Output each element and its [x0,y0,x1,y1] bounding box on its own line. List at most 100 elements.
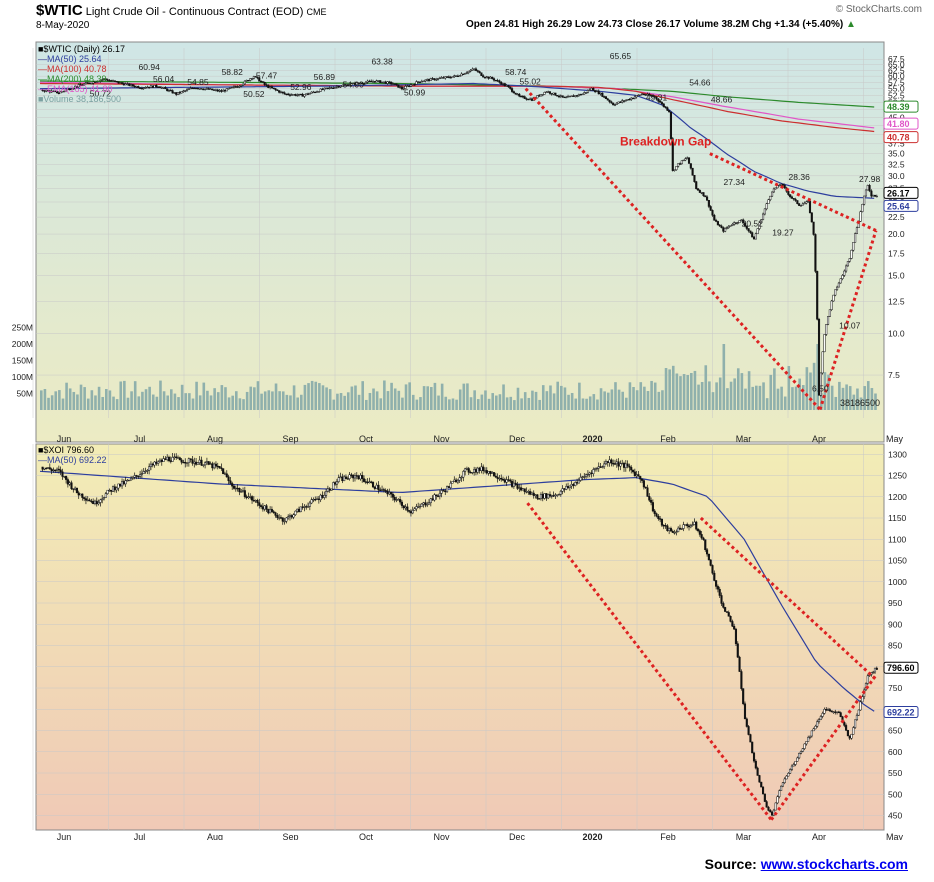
candle-body [711,565,714,574]
volume-bar [801,385,805,410]
candle-body [577,480,580,484]
volume-bar [664,367,668,410]
candle-body [288,515,292,517]
bottom-plot-area [35,443,885,831]
volume-bar [263,391,267,410]
ma200-line [39,80,875,108]
candle-body [686,157,689,159]
candle-body [167,89,171,92]
volume-bar [310,380,314,410]
candle-body [207,461,210,465]
candle-body [691,167,694,176]
candle-body [326,87,329,89]
y-tick-label: 67.5 [888,54,905,64]
candle-body [790,196,793,199]
candle-body [368,481,371,483]
candle-body [442,77,445,79]
price-annotation: 65.65 [610,51,632,61]
candle-body [465,72,468,74]
volume-bar [614,382,617,410]
candle-body [344,476,347,479]
candle-body [641,93,644,96]
candle-body [695,181,698,190]
volume-bar [155,396,159,410]
candle-body [628,465,631,468]
volume-bar [585,398,588,410]
candle-body [704,195,707,198]
candle-body [565,96,568,99]
candle-body [312,91,315,94]
candle-body [613,463,617,465]
candle-body [205,461,208,463]
volume-bar [166,395,169,410]
volume-bar [581,398,585,410]
candle-body [601,92,604,97]
candle-body [859,211,862,222]
candle-body [92,501,95,504]
candle-body [297,508,301,512]
candle-body [195,461,198,465]
candle-body [225,473,228,478]
candle-body [424,502,427,506]
candle-body [77,84,80,88]
volume-bar [560,385,563,410]
candle-body [81,84,84,87]
volume-tick-label: 100M [12,372,33,382]
candle-body [480,72,483,76]
legend-entry: ■$WTIC (Daily) 26.17 [38,44,125,54]
candle-body [467,468,470,473]
volume-bar [318,383,321,410]
candle-body [167,456,171,461]
candle-body [180,459,183,463]
volume-bar [430,387,433,410]
candle-body [113,80,116,82]
candle-body [781,183,784,186]
candle-body [709,206,712,211]
y-tick-label: 62.5 [888,65,905,75]
x-tick-label: Nov [433,434,450,444]
source-link[interactable]: www.stockcharts.com [760,856,908,872]
candle-body [669,528,673,532]
candle-body [639,476,642,480]
candle-body [500,82,503,85]
volume-tick-label: 250M [12,323,33,333]
candle-body [314,499,317,501]
candle-body [267,509,270,514]
candle-body [209,88,212,90]
volume-bar [300,394,303,410]
candle-body [509,86,512,89]
candle-body [404,506,407,509]
candle-body [819,716,822,721]
candle-body [727,226,730,228]
candle-body [619,463,622,467]
price-annotation: 28.36 [789,172,811,182]
candle-body [769,810,772,813]
candle-body [805,201,808,204]
volume-bar [791,387,794,410]
candle-body [45,467,48,470]
volume-bar [675,373,679,410]
candle-body [548,494,552,497]
y-tick-label: 55.0 [888,84,905,94]
candle-body [866,675,869,684]
candle-body [601,466,604,468]
candle-body [492,78,496,81]
volume-bar [401,397,404,410]
candle-body [752,752,756,762]
legend-entry: —MA(200) 48.39 [38,74,107,84]
candle-body [754,760,757,769]
candle-body [769,195,772,201]
candle-body [52,469,55,472]
candle-body [330,87,333,89]
candle-body [126,479,129,482]
candle-body [269,509,272,514]
y-tick-label: 450 [888,811,902,821]
candle-body [321,88,324,91]
volume-bar [563,387,567,410]
candle-body [227,476,230,482]
candle-body [325,491,328,496]
candle-body [386,490,389,495]
candle-body [783,184,786,189]
candle-body [843,270,846,276]
candle-body [397,499,400,501]
